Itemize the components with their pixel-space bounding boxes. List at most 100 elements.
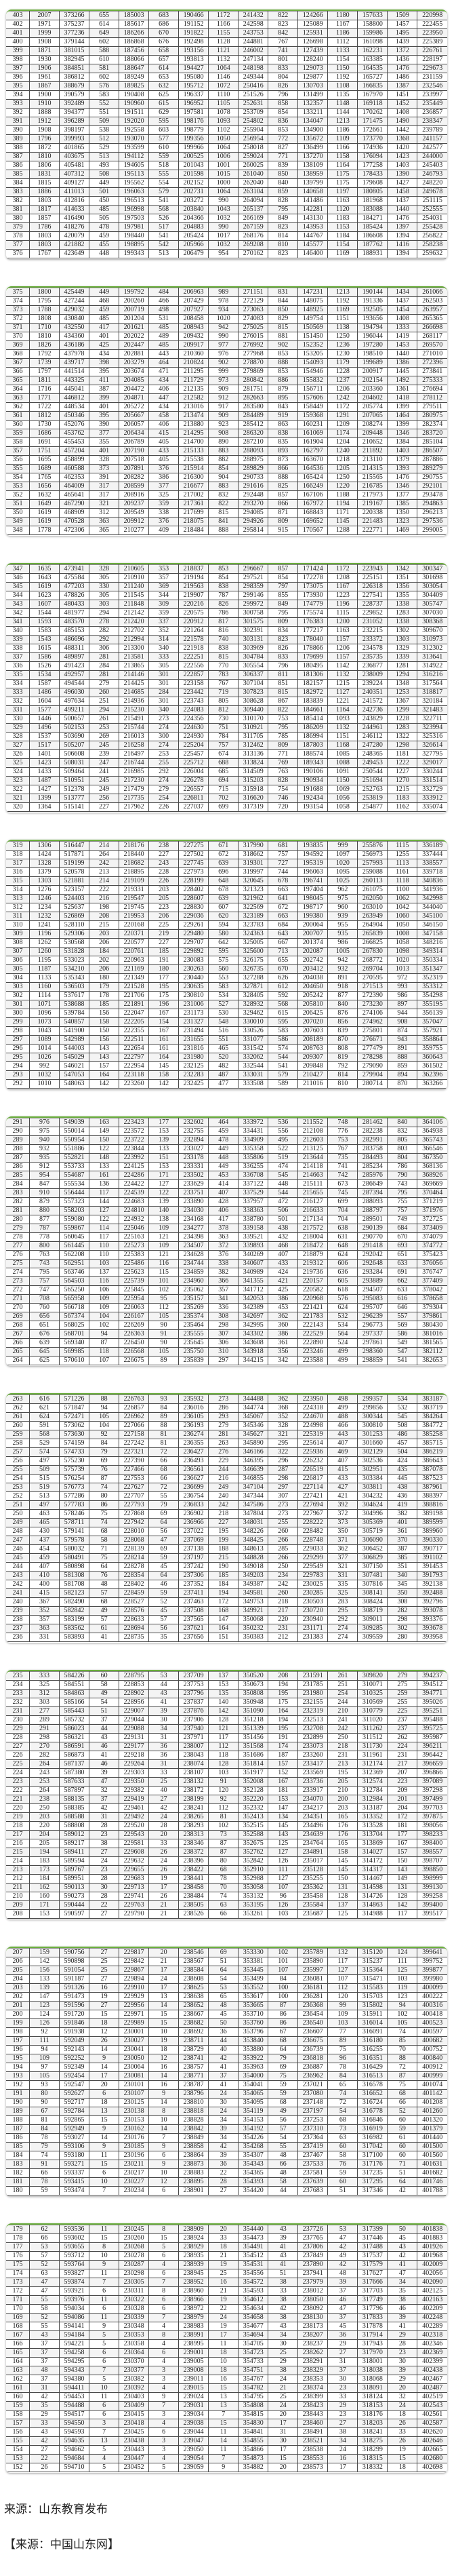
table-cell: 210 (327, 1786, 358, 1795)
table-cell: 578711 (59, 1518, 90, 1527)
table-row: 182 66 593337 6 230217 10 238883 22 354365 48 2375… (6, 2168, 447, 2178)
table-cell: 230635 (178, 982, 209, 992)
table-row: 265 645 569985 118 226568 105 235750 310 343918 3… (6, 1347, 447, 1357)
table-cell: 234859 (178, 1268, 209, 1277)
table-cell: 453762 (59, 429, 90, 438)
table-cell: 354815 (238, 2410, 269, 2419)
table-cell: 124 (387, 1948, 418, 1957)
table-cell: 1281 (387, 661, 418, 671)
table-cell: 238692 (178, 2027, 209, 2037)
table-cell: 237 (387, 1715, 418, 1725)
table-cell: 1323 (387, 517, 418, 526)
table-cell: 75 (327, 2045, 358, 2054)
table-cell: 826 (208, 600, 239, 609)
table-cell: 1222 (387, 758, 418, 768)
table-cell: 49 (89, 1606, 120, 1616)
table-cell: 932 (28, 1144, 60, 1154)
table-cell: 128 (327, 1892, 358, 1901)
score-cell: 376 (6, 249, 30, 258)
table-cell: 218682 (119, 859, 150, 868)
table-cell: 7 (89, 2186, 120, 2196)
score-cell: 360 (6, 420, 30, 429)
table-cell: 76 (89, 1571, 120, 1580)
table-row: 161 31 594411 10 230392 4 239015 15 354782 21 2383… (6, 2383, 447, 2393)
table-cell: 206057 (119, 420, 150, 429)
table-cell: 401560 (417, 2151, 447, 2160)
table-cell: 1000 (208, 178, 239, 188)
table-cell: 364106 (417, 1118, 447, 1127)
table-cell: 389599 (417, 1518, 447, 1527)
table-cell: 1071 (28, 1000, 60, 1009)
table-cell: 164 (89, 1070, 120, 1080)
table-row: 163 48 594343 7 230377 3 239008 18 354751 38 23832… (6, 2366, 447, 2375)
table-cell: 1058 (387, 938, 418, 948)
table-cell: 354808 (238, 2401, 269, 2411)
table-cell: 132 (327, 1948, 358, 1957)
table-cell: 86 (268, 2018, 299, 2028)
table-cell: 1442 (387, 125, 418, 135)
table-cell: 203412 (297, 964, 329, 974)
table-cell: 238 (28, 1795, 60, 1804)
table-cell: 321 (89, 499, 120, 509)
table-cell: 247280 (357, 741, 388, 750)
table-cell: 542 (148, 240, 180, 250)
table-cell: 210824 (178, 358, 209, 368)
table-cell: 495 (268, 1135, 299, 1145)
table-cell: 512378 (59, 785, 90, 794)
table-cell: 237639 (297, 2177, 329, 2187)
table-cell: 298360 (357, 1347, 388, 1357)
table-cell: 229033 (297, 1544, 329, 1554)
table-cell: 219312 (297, 1259, 329, 1268)
table-cell: 239005 (178, 2357, 209, 2366)
table-row: 273 757 564503 116 225739 101 234960 366 341355 4… (6, 1276, 447, 1286)
table-cell: 1133 (327, 46, 358, 56)
table-cell: 376747 (417, 1268, 447, 1277)
table-row: 292 1010 548063 142 223260 142 232425 477 333508… (6, 1079, 447, 1089)
table-cell: 1208 (327, 573, 358, 583)
table-cell: 763 (268, 767, 299, 777)
table-cell: 6 (89, 2401, 120, 2411)
table-cell: 161 (148, 1035, 180, 1045)
table-cell: 409 (148, 526, 180, 535)
table-cell: 214425 (119, 679, 150, 688)
score-cell: 254 (6, 1474, 30, 1483)
table-cell: 231980 (178, 1053, 209, 1062)
table-cell: 225 (387, 1706, 418, 1716)
table-cell: 530568 (59, 938, 90, 948)
table-cell: 1795 (28, 296, 60, 306)
table-cell: 42 (327, 2260, 358, 2269)
table-cell: 59 (268, 2089, 299, 2099)
score-cell: 167 (6, 2330, 30, 2340)
table-cell: 1796 (28, 134, 60, 144)
table-cell: 235157 (178, 1294, 209, 1304)
table-cell: 407 (208, 1188, 239, 1198)
table-cell: 935 (327, 929, 358, 939)
score-cell: 348 (6, 526, 30, 535)
table-cell: 238895 (178, 2177, 209, 2187)
table-cell: 219109 (119, 876, 150, 886)
table-cell: 234351 (297, 1812, 329, 1822)
table-cell: 354882 (238, 2463, 269, 2472)
table-cell: 584863 (59, 1689, 90, 1698)
table-cell: 1464 (387, 411, 418, 421)
table-cell: 624 (327, 1250, 358, 1260)
table-cell: 515 (28, 1474, 60, 1483)
table-cell: 387078 (417, 1465, 447, 1475)
table-cell: 616 (28, 1394, 60, 1404)
table-cell: 14 (148, 2124, 180, 2134)
table-cell: 47 (387, 2269, 418, 2278)
table-cell: 354000 (238, 2071, 269, 2081)
table-cell: 1751 (28, 446, 60, 456)
table-cell: 352 (28, 1606, 60, 1616)
table-cell: 238293 (178, 1821, 209, 1831)
table-cell: 290770 (357, 1232, 388, 1242)
table-cell: 554687 (59, 1171, 90, 1180)
table-cell: 209912 (119, 517, 150, 526)
table-cell: 274 (327, 1624, 358, 1633)
table-cell: 1495 (387, 28, 418, 38)
table-cell: 177217 (297, 626, 329, 636)
score-cell: 359 (6, 429, 30, 438)
table-cell: 64 (208, 1966, 239, 1975)
score-cell: 184 (6, 2151, 30, 2160)
table-cell: 1192 (327, 73, 358, 82)
